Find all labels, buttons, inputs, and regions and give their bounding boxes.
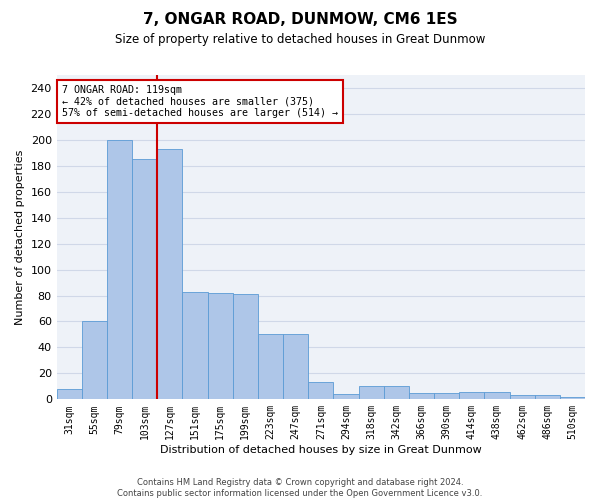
Bar [509, 396, 535, 400]
Bar [283, 334, 308, 400]
Bar [434, 393, 459, 400]
Text: Contains HM Land Registry data © Crown copyright and database right 2024.
Contai: Contains HM Land Registry data © Crown c… [118, 478, 482, 498]
Bar [82, 322, 107, 400]
Bar [208, 293, 233, 400]
Bar [334, 394, 359, 400]
Text: Size of property relative to detached houses in Great Dunmow: Size of property relative to detached ho… [115, 32, 485, 46]
Bar [182, 292, 208, 400]
Bar [459, 392, 484, 400]
Bar [535, 396, 560, 400]
Bar [409, 393, 434, 400]
Bar [157, 149, 182, 400]
Bar [107, 140, 132, 400]
Bar [560, 396, 585, 400]
Bar [258, 334, 283, 400]
X-axis label: Distribution of detached houses by size in Great Dunmow: Distribution of detached houses by size … [160, 445, 482, 455]
Bar [384, 386, 409, 400]
Bar [132, 160, 157, 400]
Bar [56, 389, 82, 400]
Y-axis label: Number of detached properties: Number of detached properties [15, 150, 25, 325]
Text: 7 ONGAR ROAD: 119sqm
← 42% of detached houses are smaller (375)
57% of semi-deta: 7 ONGAR ROAD: 119sqm ← 42% of detached h… [62, 84, 338, 118]
Bar [484, 392, 509, 400]
Text: 7, ONGAR ROAD, DUNMOW, CM6 1ES: 7, ONGAR ROAD, DUNMOW, CM6 1ES [143, 12, 457, 28]
Bar [359, 386, 384, 400]
Bar [233, 294, 258, 400]
Bar [308, 382, 334, 400]
